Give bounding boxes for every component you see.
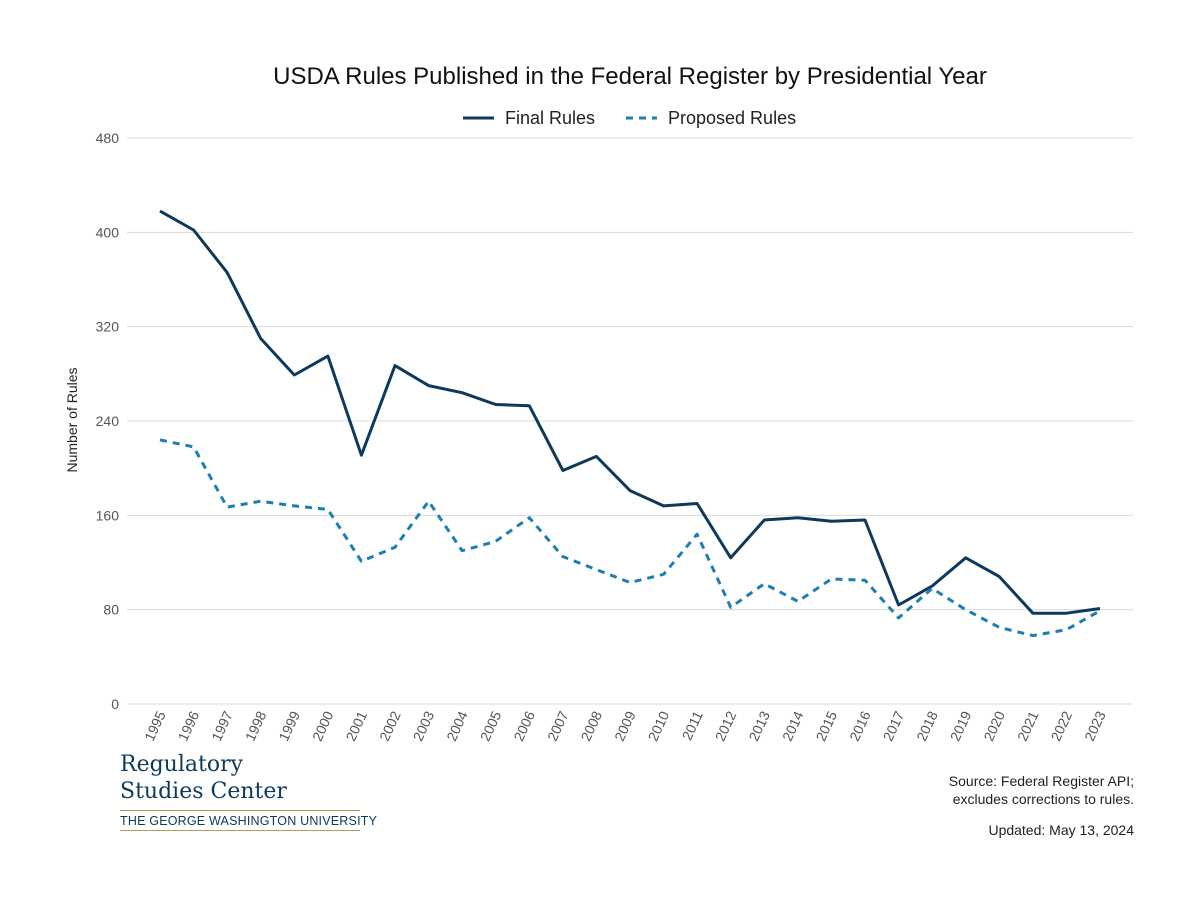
- x-tick-label: 2008: [577, 708, 605, 743]
- y-tick-label: 160: [96, 507, 120, 523]
- org-name-line1: Regulatory: [120, 752, 244, 777]
- x-tick-label: 2005: [477, 708, 505, 743]
- series-lines: [159, 209, 1101, 638]
- x-tick-label: 2002: [376, 708, 404, 743]
- x-tick-label: 2000: [309, 708, 337, 743]
- org-name-line2: Studies Center: [120, 779, 287, 804]
- x-tick-label: 2018: [913, 708, 941, 743]
- university-name: THE GEORGE WASHINGTON UNIVERSITY: [120, 814, 378, 828]
- x-tick-label: 1995: [141, 708, 169, 743]
- source-line2: excludes corrections to rules.: [952, 791, 1134, 807]
- x-tick-label: 2012: [712, 708, 740, 743]
- x-tick-label: 2007: [544, 708, 572, 743]
- x-tick-label: 2017: [880, 708, 908, 743]
- y-tick-label: 400: [96, 224, 120, 240]
- series-line-proposed-rules: [159, 438, 1101, 638]
- x-tick-label: 2011: [679, 708, 706, 742]
- legend-label-proposed-rules: Proposed Rules: [668, 108, 796, 128]
- x-tick-label: 1997: [208, 708, 236, 743]
- x-tick-label: 2021: [1014, 708, 1042, 743]
- y-tick-label: 0: [111, 696, 119, 712]
- x-axis-ticks: 1995 1996 1997 1998 1999 2000 2001 2002 2003 2004…: [141, 708, 1109, 743]
- x-tick-label: 2016: [846, 708, 874, 743]
- source-line1: Source: Federal Register API;: [948, 773, 1134, 789]
- x-tick-label: 2023: [1081, 708, 1109, 743]
- y-tick-label: 480: [96, 130, 120, 146]
- x-tick-label: 2001: [342, 708, 370, 743]
- y-axis-label: Number of Rules: [64, 367, 80, 472]
- x-tick-label: 2022: [1047, 708, 1075, 743]
- source-note: Source: Federal Register API; excludes c…: [949, 772, 1134, 808]
- legend: Final Rules Proposed Rules: [463, 108, 796, 128]
- x-tick-label: 2006: [510, 708, 538, 743]
- x-tick-label: 2014: [779, 708, 807, 743]
- x-tick-label: 2010: [645, 708, 673, 743]
- y-tick-label: 320: [96, 319, 120, 335]
- x-tick-label: 2009: [611, 708, 639, 743]
- x-tick-label: 2019: [947, 708, 975, 743]
- y-axis-ticks: 0 80 160 240 320 400 480: [96, 130, 120, 712]
- x-tick-label: 2020: [980, 708, 1008, 743]
- gridlines: [127, 137, 1133, 705]
- x-tick-label: 2015: [812, 708, 840, 743]
- x-tick-label: 2004: [443, 708, 471, 743]
- x-tick-label: 2013: [745, 708, 773, 743]
- chart-title: USDA Rules Published in the Federal Regi…: [273, 63, 987, 90]
- x-tick-label: 1998: [242, 708, 270, 743]
- x-tick-label: 1999: [275, 708, 303, 743]
- logo-rule-top: [120, 810, 360, 811]
- y-tick-label: 240: [96, 413, 120, 429]
- legend-label-final-rules: Final Rules: [505, 108, 595, 128]
- x-tick-label: 2003: [410, 708, 438, 743]
- series-line-final-rules: [159, 209, 1101, 615]
- y-tick-label: 80: [103, 602, 119, 618]
- x-tick-label: 1996: [175, 708, 203, 743]
- updated-date: Updated: May 13, 2024: [988, 822, 1134, 838]
- logo-rule-bottom: [120, 830, 360, 831]
